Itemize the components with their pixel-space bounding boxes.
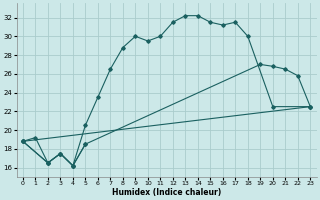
X-axis label: Humidex (Indice chaleur): Humidex (Indice chaleur) — [112, 188, 221, 197]
